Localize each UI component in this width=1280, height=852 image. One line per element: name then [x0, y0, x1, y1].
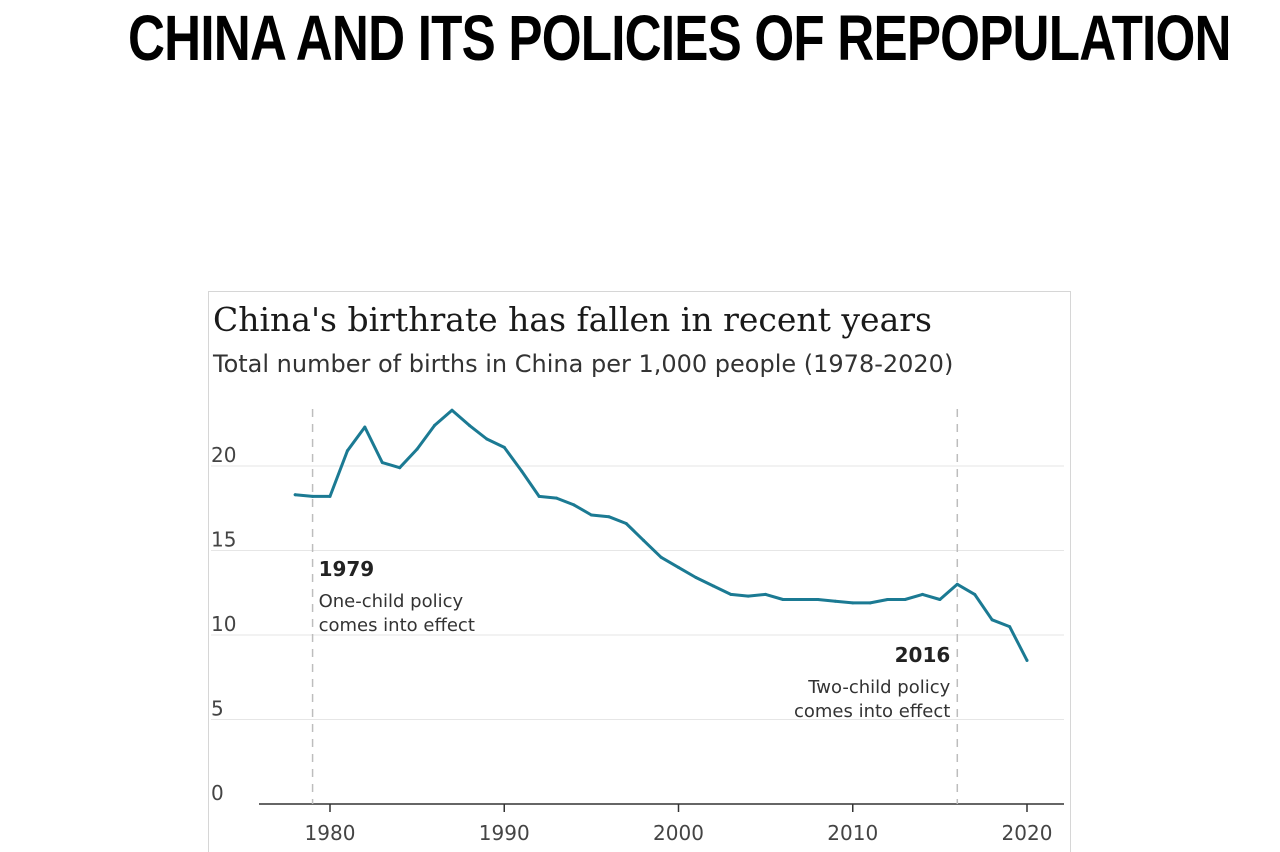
data-point-2004: [746, 594, 750, 598]
data-point-2015: [938, 598, 942, 601]
data-point-1998: [642, 538, 646, 542]
data-point-2009: [833, 599, 837, 603]
y-tick-label-15: 15: [211, 528, 236, 552]
data-point-2000: [677, 565, 680, 569]
data-point-2012: [886, 598, 890, 601]
data-point-2011: [868, 601, 872, 605]
data-point-1993: [555, 496, 558, 500]
data-point-1983: [380, 461, 384, 465]
data-point-2010: [851, 601, 855, 605]
chart-subtitle: Total number of births in China per 1,00…: [213, 350, 954, 378]
data-point-1980: [328, 494, 332, 498]
data-point-2018: [990, 618, 994, 622]
x-tick-label-2000: 2000: [653, 821, 704, 845]
data-point-2007: [799, 598, 802, 601]
line-chart: 0 5 10 15 20 1980 1990 2000 2010 2020 1979 One-chil…: [211, 408, 1064, 845]
data-point-1985: [415, 447, 419, 451]
data-point-1996: [607, 515, 611, 519]
data-point-1994: [572, 503, 576, 507]
data-point-1982: [363, 425, 367, 429]
data-point-2001: [694, 576, 698, 579]
data-point-1987: [450, 408, 454, 412]
annotation-year-1979: 1979: [319, 557, 375, 581]
data-point-2013: [903, 598, 907, 601]
x-tick-label-2020: 2020: [1002, 821, 1053, 845]
data-point-2016: [955, 582, 959, 586]
x-tick-label-1980: 1980: [305, 821, 356, 845]
data-point-2006: [781, 598, 785, 601]
chart-title: China's birthrate has fallen in recent y…: [213, 300, 932, 339]
data-point-1992: [537, 494, 541, 498]
data-point-1986: [433, 423, 437, 427]
y-tick-label-5: 5: [211, 697, 224, 721]
annotation-year-2016: 2016: [895, 643, 951, 667]
x-tick-label-2010: 2010: [827, 821, 878, 845]
data-point-2020: [1025, 658, 1029, 662]
data-point-1978: [293, 493, 297, 497]
x-tick-label-1990: 1990: [479, 821, 530, 845]
chart-card: China's birthrate has fallen in recent y…: [208, 291, 1071, 852]
data-point-1995: [589, 513, 593, 517]
annotation-text-1979-1: comes into effect: [319, 615, 475, 636]
annotation-text-2016-0: Two-child policy: [807, 677, 950, 698]
data-point-1997: [624, 522, 628, 525]
annotation-text-1979-0: One-child policy: [319, 591, 464, 612]
y-tick-label-0: 0: [211, 781, 224, 805]
data-point-2017: [973, 592, 977, 596]
data-point-2014: [921, 592, 924, 596]
data-point-1989: [485, 437, 489, 441]
data-point-1979: [311, 494, 315, 498]
annotation-text-2016-1: comes into effect: [794, 701, 950, 722]
data-point-1999: [659, 555, 663, 559]
data-point-2003: [729, 592, 733, 596]
data-point-1981: [345, 449, 349, 453]
data-point-1990: [502, 445, 506, 449]
data-point-2002: [711, 584, 715, 588]
data-point-2019: [1008, 625, 1012, 629]
y-tick-label-10: 10: [211, 612, 236, 636]
y-tick-label-20: 20: [211, 443, 236, 467]
data-point-2005: [764, 592, 768, 596]
page-headline: CHINA AND ITS POLICIES OF REPOPULATION: [128, 2, 1231, 74]
data-point-2008: [816, 598, 820, 601]
data-point-1988: [467, 423, 471, 427]
data-point-1991: [520, 469, 524, 473]
data-point-1984: [398, 466, 402, 470]
